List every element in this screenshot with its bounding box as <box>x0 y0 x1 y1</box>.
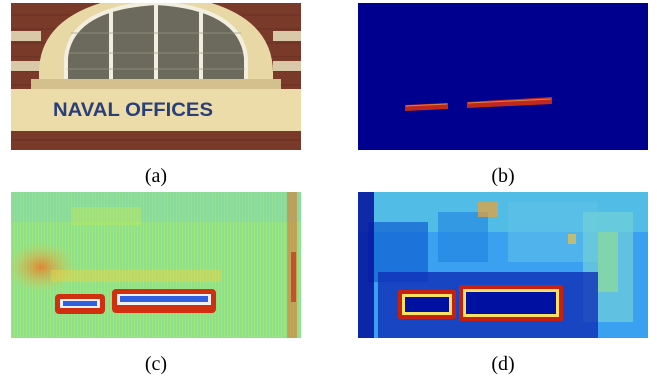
panel-a-photo: NAVAL OFFICES <box>11 3 301 150</box>
facade-photo: NAVAL OFFICES <box>11 3 301 150</box>
caption-c: (c) <box>144 353 168 375</box>
sign-text: NAVAL OFFICES <box>53 100 213 121</box>
heatmap-d <box>358 192 648 338</box>
caption-d: (d) <box>491 353 515 375</box>
window-ledge <box>31 79 281 89</box>
caption-b: (b) <box>491 165 515 187</box>
mask-image <box>358 3 648 150</box>
panel-b-mask <box>358 3 648 150</box>
panel-c-heatmap <box>11 192 301 338</box>
mask-background <box>358 3 648 150</box>
mask-region-naval <box>405 103 448 111</box>
caption-a: (a) <box>144 165 168 187</box>
heatmap-c <box>11 192 301 338</box>
panel-d-heatmap <box>358 192 648 338</box>
sign-band <box>11 89 301 131</box>
